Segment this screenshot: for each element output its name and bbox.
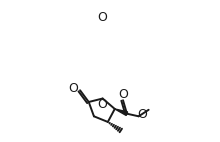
Text: O: O	[98, 11, 108, 24]
Text: O: O	[98, 98, 108, 111]
Text: O: O	[138, 108, 147, 121]
Polygon shape	[115, 109, 128, 115]
Text: O: O	[119, 88, 128, 101]
Text: O: O	[69, 82, 79, 95]
